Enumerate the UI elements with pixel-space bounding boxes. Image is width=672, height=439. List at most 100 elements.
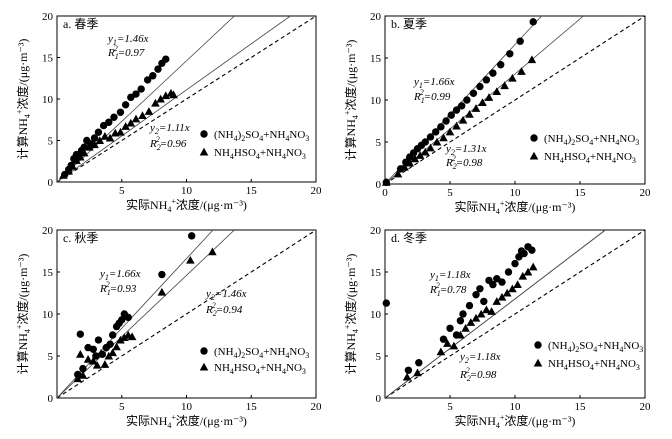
data-point-triangle [161, 91, 171, 100]
data-point-circle [121, 101, 130, 109]
fit-r2-1: R12=0.93 [99, 280, 137, 297]
data-point-triangle [112, 342, 121, 351]
data-point-triangle [445, 127, 455, 136]
data-point-triangle [466, 318, 476, 326]
legend-label-2: NH4HSO4+NH4NO3 [548, 358, 640, 372]
data-point-triangle [452, 121, 461, 130]
data-point-triangle [90, 140, 99, 149]
legend: (NH4)2SO4+NH4NO3 NH4HSO4+NH4NO3 [533, 340, 643, 372]
data-point-circle [463, 96, 471, 104]
data-point-circle [187, 232, 196, 240]
y-tick-label: 0 [376, 179, 382, 191]
x-tick-label: 20 [640, 401, 652, 413]
legend-circle-marker [200, 347, 208, 355]
data-point-triangle [415, 151, 425, 159]
data-point-triangle [523, 267, 533, 276]
x-tick-label: 20 [311, 401, 323, 413]
data-point-circle [480, 297, 488, 306]
data-point-triangle [186, 255, 195, 264]
fit-equation-1: y1=1.66x [413, 76, 455, 90]
data-point-circle [506, 50, 514, 58]
legend: (NH4)2SO4+NH4NO3 NH4HSO4+NH4NO3 [529, 133, 639, 165]
data-point-triangle [64, 166, 73, 175]
legend-circle-marker [534, 341, 542, 349]
data-point-triangle [100, 360, 110, 368]
data-point-triangle [73, 374, 83, 383]
legend-triangle-marker [199, 147, 209, 156]
legend-label-1: (NH4)2SO4+NH4NO3 [548, 340, 643, 354]
data-point-triangle [487, 307, 496, 315]
data-point-triangle [508, 73, 517, 82]
legend-label-2: NH4HSO4+NH4NO3 [214, 147, 306, 161]
y-tick-label: 20 [370, 225, 382, 237]
x-axis-label: 实际NH4+浓度/(μg·m⁻³) [126, 197, 247, 214]
data-point-circle [132, 90, 140, 98]
data-point-circle [76, 330, 85, 338]
data-point-triangle [108, 348, 117, 357]
y-tick-label: 10 [42, 309, 54, 321]
data-point-circle [105, 118, 113, 126]
data-point-circle [108, 331, 117, 339]
data-point-triangle [76, 350, 85, 358]
panel-title: a. 春季 [63, 17, 98, 31]
data-point-circle [489, 280, 497, 289]
data-point-triangle [456, 330, 465, 339]
fit-line-2 [57, 230, 235, 398]
data-point-circle [489, 69, 497, 77]
x-tick-label: 0 [382, 187, 388, 199]
panel-title: c. 秋季 [63, 231, 98, 245]
data-point-triangle [478, 98, 487, 106]
data-point-triangle [432, 137, 442, 146]
legend-label-1: (NH4)2SO4+NH4NO3 [214, 129, 309, 143]
data-point-triangle [68, 161, 77, 170]
y-tick-label: 10 [42, 94, 54, 106]
data-point-circle [116, 108, 125, 116]
one-to-one-line [57, 230, 316, 398]
data-point-triangle [400, 162, 409, 171]
fit-equation-1: y1=1.66x [99, 268, 141, 282]
data-point-triangle [426, 143, 435, 152]
data-point-triangle [500, 81, 509, 90]
data-point-circle [404, 366, 413, 374]
y-tick-label: 0 [48, 177, 54, 189]
data-point-circle [106, 340, 114, 348]
data-point-triangle [95, 136, 105, 144]
data-point-circle [382, 299, 390, 307]
data-point-triangle [528, 262, 538, 271]
data-point-triangle [100, 132, 110, 140]
data-point-triangle [96, 349, 106, 357]
one-to-one-line [385, 230, 645, 398]
fit-r2-2: R22=0.98 [445, 154, 483, 171]
y-tick-label: 0 [48, 393, 54, 405]
data-point-circle [158, 270, 166, 279]
x-tick-label: 20 [311, 185, 323, 197]
data-point-circle [92, 352, 100, 360]
data-point-circle [442, 117, 450, 125]
data-point-triangle [151, 98, 160, 107]
data-point-triangle [116, 335, 125, 344]
fit-line-2 [57, 16, 291, 182]
data-point-triangle [83, 355, 93, 363]
y-tick-label: 5 [48, 136, 54, 148]
data-point-triangle [497, 292, 507, 301]
data-point-triangle [92, 360, 102, 369]
data-point-triangle [88, 356, 98, 365]
data-point-circle [511, 259, 519, 268]
data-point-triangle [402, 372, 412, 381]
data-point-triangle [126, 118, 136, 127]
data-point-circle [439, 335, 448, 343]
data-point-circle [452, 106, 461, 114]
data-point-circle [446, 324, 454, 332]
data-point-triangle [76, 152, 85, 161]
x-tick-label: 15 [246, 185, 258, 197]
data-point-circle [516, 37, 524, 45]
data-point-circle [472, 290, 480, 299]
legend-triangle-marker [199, 362, 209, 371]
y-tick-label: 10 [370, 309, 382, 321]
data-point-circle [94, 128, 103, 136]
x-tick-label: 5 [447, 187, 453, 199]
data-point-circle [529, 18, 537, 26]
data-point-triangle [121, 122, 130, 130]
x-tick-label: 15 [575, 187, 587, 199]
